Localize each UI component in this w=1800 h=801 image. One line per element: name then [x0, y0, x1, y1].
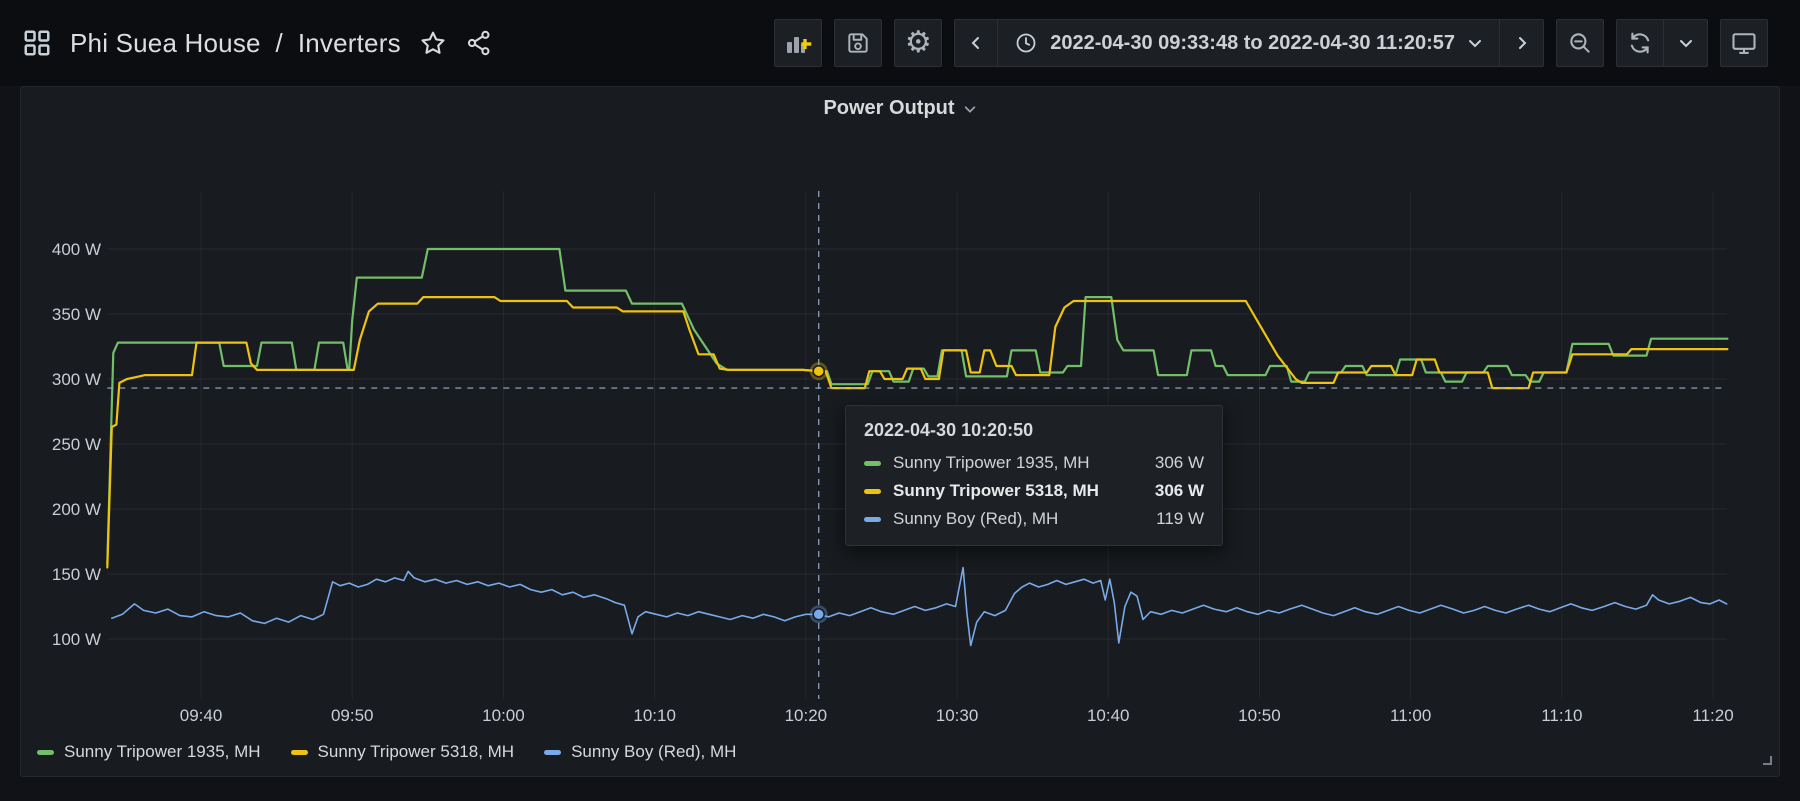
chevron-down-icon [1469, 40, 1481, 48]
x-axis-tick-label: 11:20 [1692, 706, 1733, 725]
y-axis-tick-label: 250 W [52, 435, 101, 454]
y-axis-tick-label: 100 W [52, 630, 101, 649]
time-series-chart[interactable]: 400 W 350 W 300 W 250 W 200 W 150 W 100 W 09:40… [21, 87, 1779, 776]
panel-resize-handle[interactable] [1761, 753, 1773, 771]
hover-point [812, 364, 825, 378]
gear-icon: ⚙ [904, 26, 932, 59]
series-line-0 [106, 247, 1729, 565]
y-axis-tick-label: 400 W [52, 240, 101, 259]
hover-point [812, 608, 825, 621]
share-icon[interactable] [465, 29, 493, 57]
panel-title-text: Power Output [823, 97, 955, 119]
x-axis-tick-label: 10:40 [1087, 706, 1130, 725]
series-swatch [290, 749, 308, 755]
refresh-icon [1630, 32, 1650, 54]
dashboard-settings-button[interactable]: ⚙ [894, 19, 943, 67]
time-picker-group: 2022-04-30 09:33:48 to 2022-04-30 11:20:… [954, 19, 1544, 67]
cycle-view-mode-button[interactable] [1720, 19, 1768, 67]
panel-title[interactable]: Power Output [21, 97, 1779, 120]
add-panel-button[interactable] [774, 19, 823, 67]
chevron-down-icon [1679, 40, 1692, 48]
dashboard-toolbar: ⚙ 2022-04-30 09:33:48 to 2022-04-30 11:2… [774, 19, 1768, 67]
time-shift-back-button[interactable] [954, 19, 999, 67]
time-range-label: 2022-04-30 09:33:48 to 2022-04-30 11:20:… [1050, 31, 1455, 54]
series-swatch [37, 749, 54, 755]
series-line-1 [106, 296, 1729, 569]
power-output-panel: Power Output 400 W 350 W 300 W 250 W 200 W 15… [20, 86, 1780, 777]
legend-item[interactable]: Sunny Boy (Red), MH [544, 742, 736, 762]
legend-item[interactable]: Sunny Tripower 5318, MH [290, 742, 514, 762]
dashboards-grid-icon[interactable] [22, 28, 52, 58]
refresh-interval-dropdown[interactable] [1664, 19, 1708, 67]
y-axis-tick-label: 300 W [52, 370, 101, 389]
x-axis-tick-label: 11:10 [1541, 706, 1582, 725]
zoom-out-time-button[interactable] [1556, 19, 1604, 67]
y-axis-tick-label: 150 W [52, 565, 101, 584]
refresh-group [1616, 19, 1708, 67]
top-header: Phi Suea House / Inverters [0, 0, 1800, 86]
legend-item[interactable]: Sunny Tripower 1935, MH [37, 742, 261, 762]
breadcrumb[interactable]: Phi Suea House / Inverters [70, 27, 401, 58]
monitor-icon [1732, 33, 1756, 54]
chart-legend: Sunny Tripower 1935, MH Sunny Tripower 5… [37, 742, 736, 762]
panel-menu-caret-icon [964, 105, 975, 113]
x-axis-tick-label: 10:30 [936, 706, 979, 725]
y-axis-tick-label: 200 W [52, 500, 101, 519]
time-range-picker[interactable]: 2022-04-30 09:33:48 to 2022-04-30 11:20:… [998, 19, 1500, 67]
save-dashboard-button[interactable] [834, 19, 883, 67]
x-axis-tick-label: 10:50 [1238, 706, 1281, 725]
y-axis-tick-label: 350 W [52, 305, 101, 324]
time-shift-forward-button[interactable] [1500, 19, 1544, 67]
x-axis-tick-label: 09:50 [331, 706, 374, 725]
series-swatch [544, 749, 562, 755]
x-axis-tick-label: 10:20 [785, 706, 828, 725]
clock-icon [1016, 33, 1036, 53]
x-axis-tick-label: 10:00 [482, 706, 525, 725]
refresh-button[interactable] [1616, 19, 1664, 67]
star-icon[interactable] [419, 29, 447, 57]
x-axis-tick-label: 11:00 [1390, 706, 1431, 725]
series-line-2 [111, 566, 1728, 647]
x-axis-tick-label: 10:10 [633, 706, 676, 725]
x-axis-tick-label: 09:40 [180, 706, 223, 725]
